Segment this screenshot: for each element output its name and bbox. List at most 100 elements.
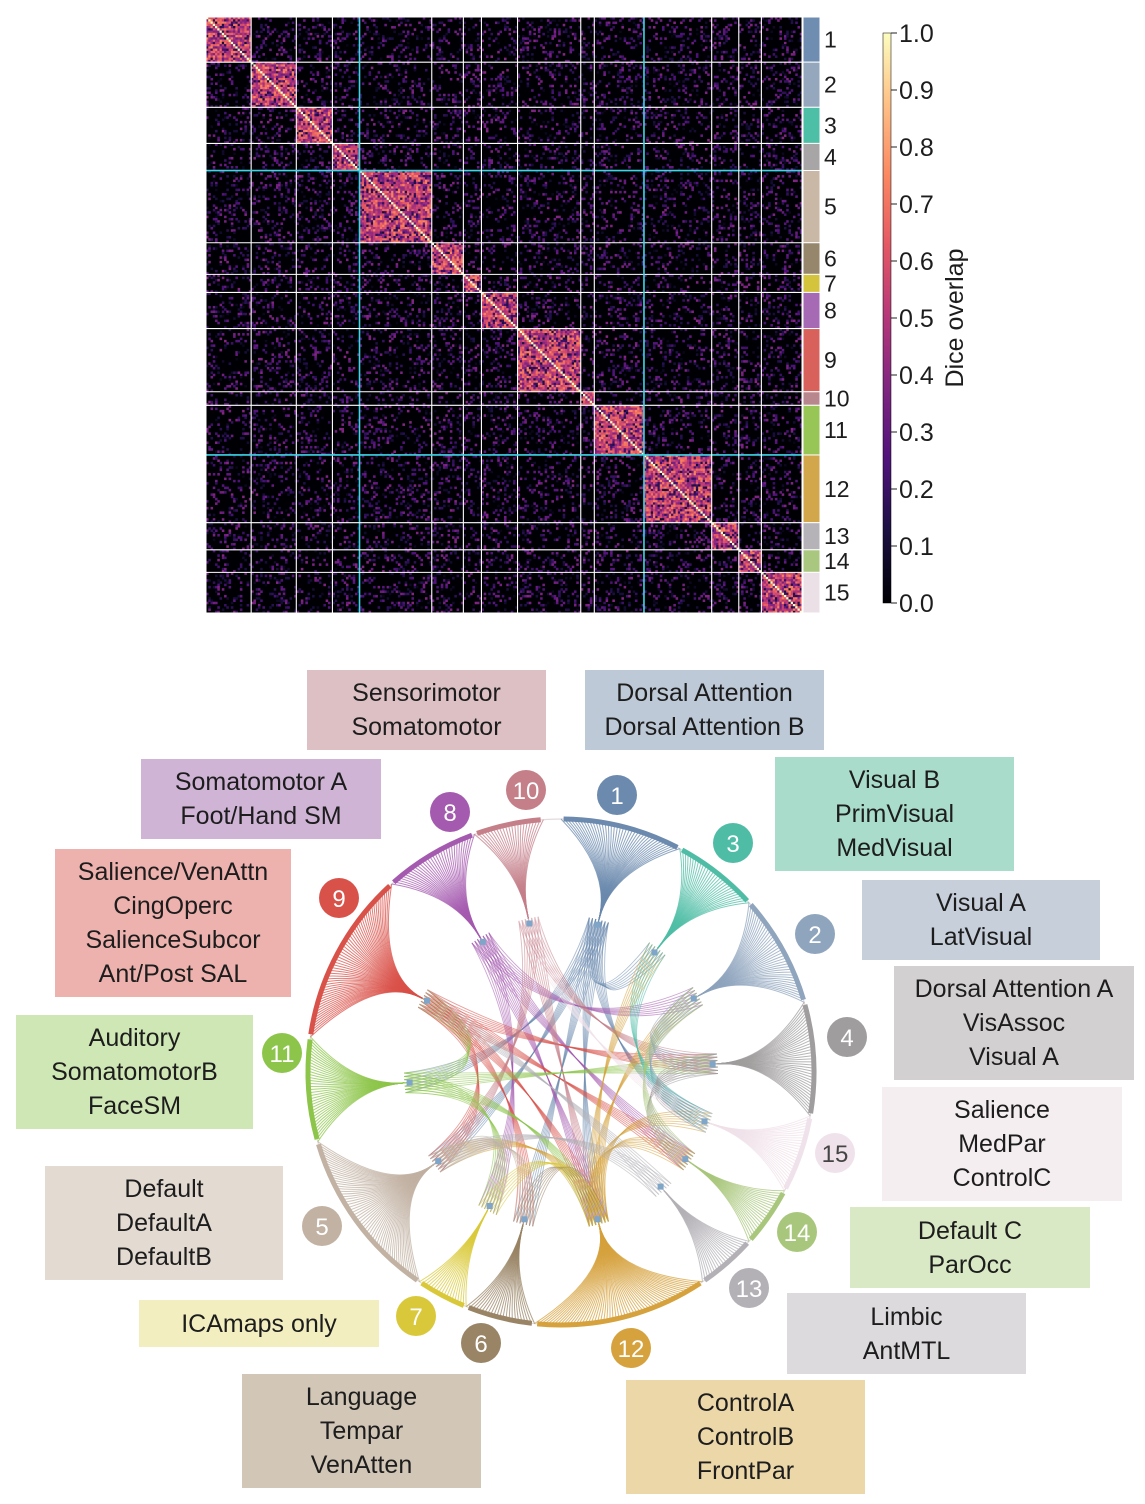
heatmap-cell (217, 21, 220, 25)
heatmap-cell (226, 166, 229, 169)
heatmap-cell (454, 17, 457, 20)
heatmap-cell (756, 77, 760, 81)
heatmap-cell (239, 26, 243, 29)
heatmap-cell (497, 30, 500, 34)
heatmap-cell (492, 98, 496, 101)
heatmap-cell (289, 181, 293, 185)
heatmap-cell (219, 19, 223, 22)
heatmap-cell (571, 120, 575, 124)
heatmap-cell (386, 55, 390, 58)
heatmap-cell (375, 32, 378, 36)
heatmap-cell (657, 136, 661, 140)
heatmap-cell (610, 100, 613, 104)
heatmap-cell (716, 116, 719, 119)
heatmap-cell (506, 17, 509, 20)
heatmap-cell (300, 107, 304, 110)
heatmap-cell (334, 96, 338, 99)
heatmap-cell (318, 145, 322, 149)
heatmap-cell (616, 73, 620, 76)
heatmap-cell (429, 105, 433, 108)
heatmap-cell (483, 109, 487, 113)
heatmap-cell (786, 105, 789, 108)
heatmap-cell (558, 73, 561, 76)
heatmap-cell (560, 159, 563, 162)
heatmap-cell (790, 21, 794, 25)
heatmap-cell (569, 19, 573, 22)
heatmap-cell (291, 96, 295, 99)
heatmap-cell (287, 152, 290, 156)
heatmap-cell (716, 86, 719, 90)
heatmap-cell (792, 30, 796, 34)
heatmap-cell (655, 37, 658, 40)
heatmap-cell (580, 111, 584, 115)
heatmap-cell (551, 37, 554, 40)
heatmap-cell (384, 75, 387, 79)
heatmap-cell (242, 64, 245, 67)
heatmap-cell (233, 179, 236, 183)
heatmap-cell (296, 109, 299, 113)
heatmap-cell (413, 28, 417, 31)
heatmap-cell (476, 127, 480, 131)
heatmap-cell (623, 100, 627, 104)
heatmap-cell (472, 152, 475, 156)
heatmap-cell (513, 89, 516, 92)
heatmap-cell (546, 19, 550, 22)
heatmap-cell (531, 154, 534, 158)
heatmap-cell (246, 75, 250, 79)
heatmap-cell (262, 91, 265, 95)
heatmap-cell (422, 175, 426, 178)
heatmap-cell (637, 152, 640, 156)
heatmap-cell (341, 132, 345, 135)
heatmap-cell (269, 175, 272, 178)
heatmap-cell (422, 179, 426, 183)
heatmap-cell (397, 66, 401, 70)
heatmap-cell (230, 21, 234, 25)
heatmap-cell (305, 93, 308, 97)
heatmap-cell (501, 120, 505, 124)
heatmap-cell (316, 136, 320, 140)
heatmap-cell (770, 179, 773, 183)
heatmap-cell (246, 46, 250, 49)
heatmap-cell (210, 105, 214, 108)
heatmap-cell (492, 89, 496, 92)
heatmap-cell (307, 132, 311, 135)
heatmap-cell (373, 23, 376, 27)
heatmap-cell (501, 96, 505, 99)
heatmap-cell (282, 48, 286, 52)
heatmap-cell (386, 179, 390, 183)
heatmap-cell (224, 26, 227, 29)
heatmap-cell (578, 154, 582, 158)
heatmap-cell (720, 35, 724, 38)
heatmap-cell (230, 143, 234, 146)
heatmap-cell (334, 138, 338, 142)
heatmap-cell (237, 23, 241, 27)
heatmap-cell (224, 28, 227, 31)
heatmap-cell (560, 175, 563, 178)
heatmap-cell (388, 150, 392, 153)
heatmap-cell (490, 84, 494, 88)
heatmap-cell (508, 53, 512, 56)
heatmap-cell (210, 50, 214, 54)
heatmap-cell (343, 163, 347, 167)
heatmap-cell (596, 39, 600, 43)
heatmap-cell (239, 48, 243, 52)
heatmap-cell (625, 77, 629, 81)
heatmap-cell (364, 156, 367, 160)
heatmap-cell (233, 46, 236, 49)
heatmap-cell (614, 64, 618, 67)
heatmap-cell (248, 46, 252, 49)
heatmap-cell (404, 177, 408, 180)
heatmap-cell (424, 172, 428, 176)
heatmap-cell (535, 75, 539, 79)
heatmap-cell (540, 26, 543, 29)
heatmap-cell (327, 138, 331, 142)
heatmap-cell (434, 138, 437, 142)
heatmap-cell (289, 80, 293, 83)
heatmap-cell (774, 98, 778, 101)
heatmap-cell (761, 44, 764, 47)
heatmap-cell (458, 100, 462, 104)
heatmap-cell (616, 127, 620, 131)
heatmap-cell (494, 147, 498, 151)
heatmap-cell (578, 39, 582, 43)
heatmap-cell (327, 21, 331, 25)
